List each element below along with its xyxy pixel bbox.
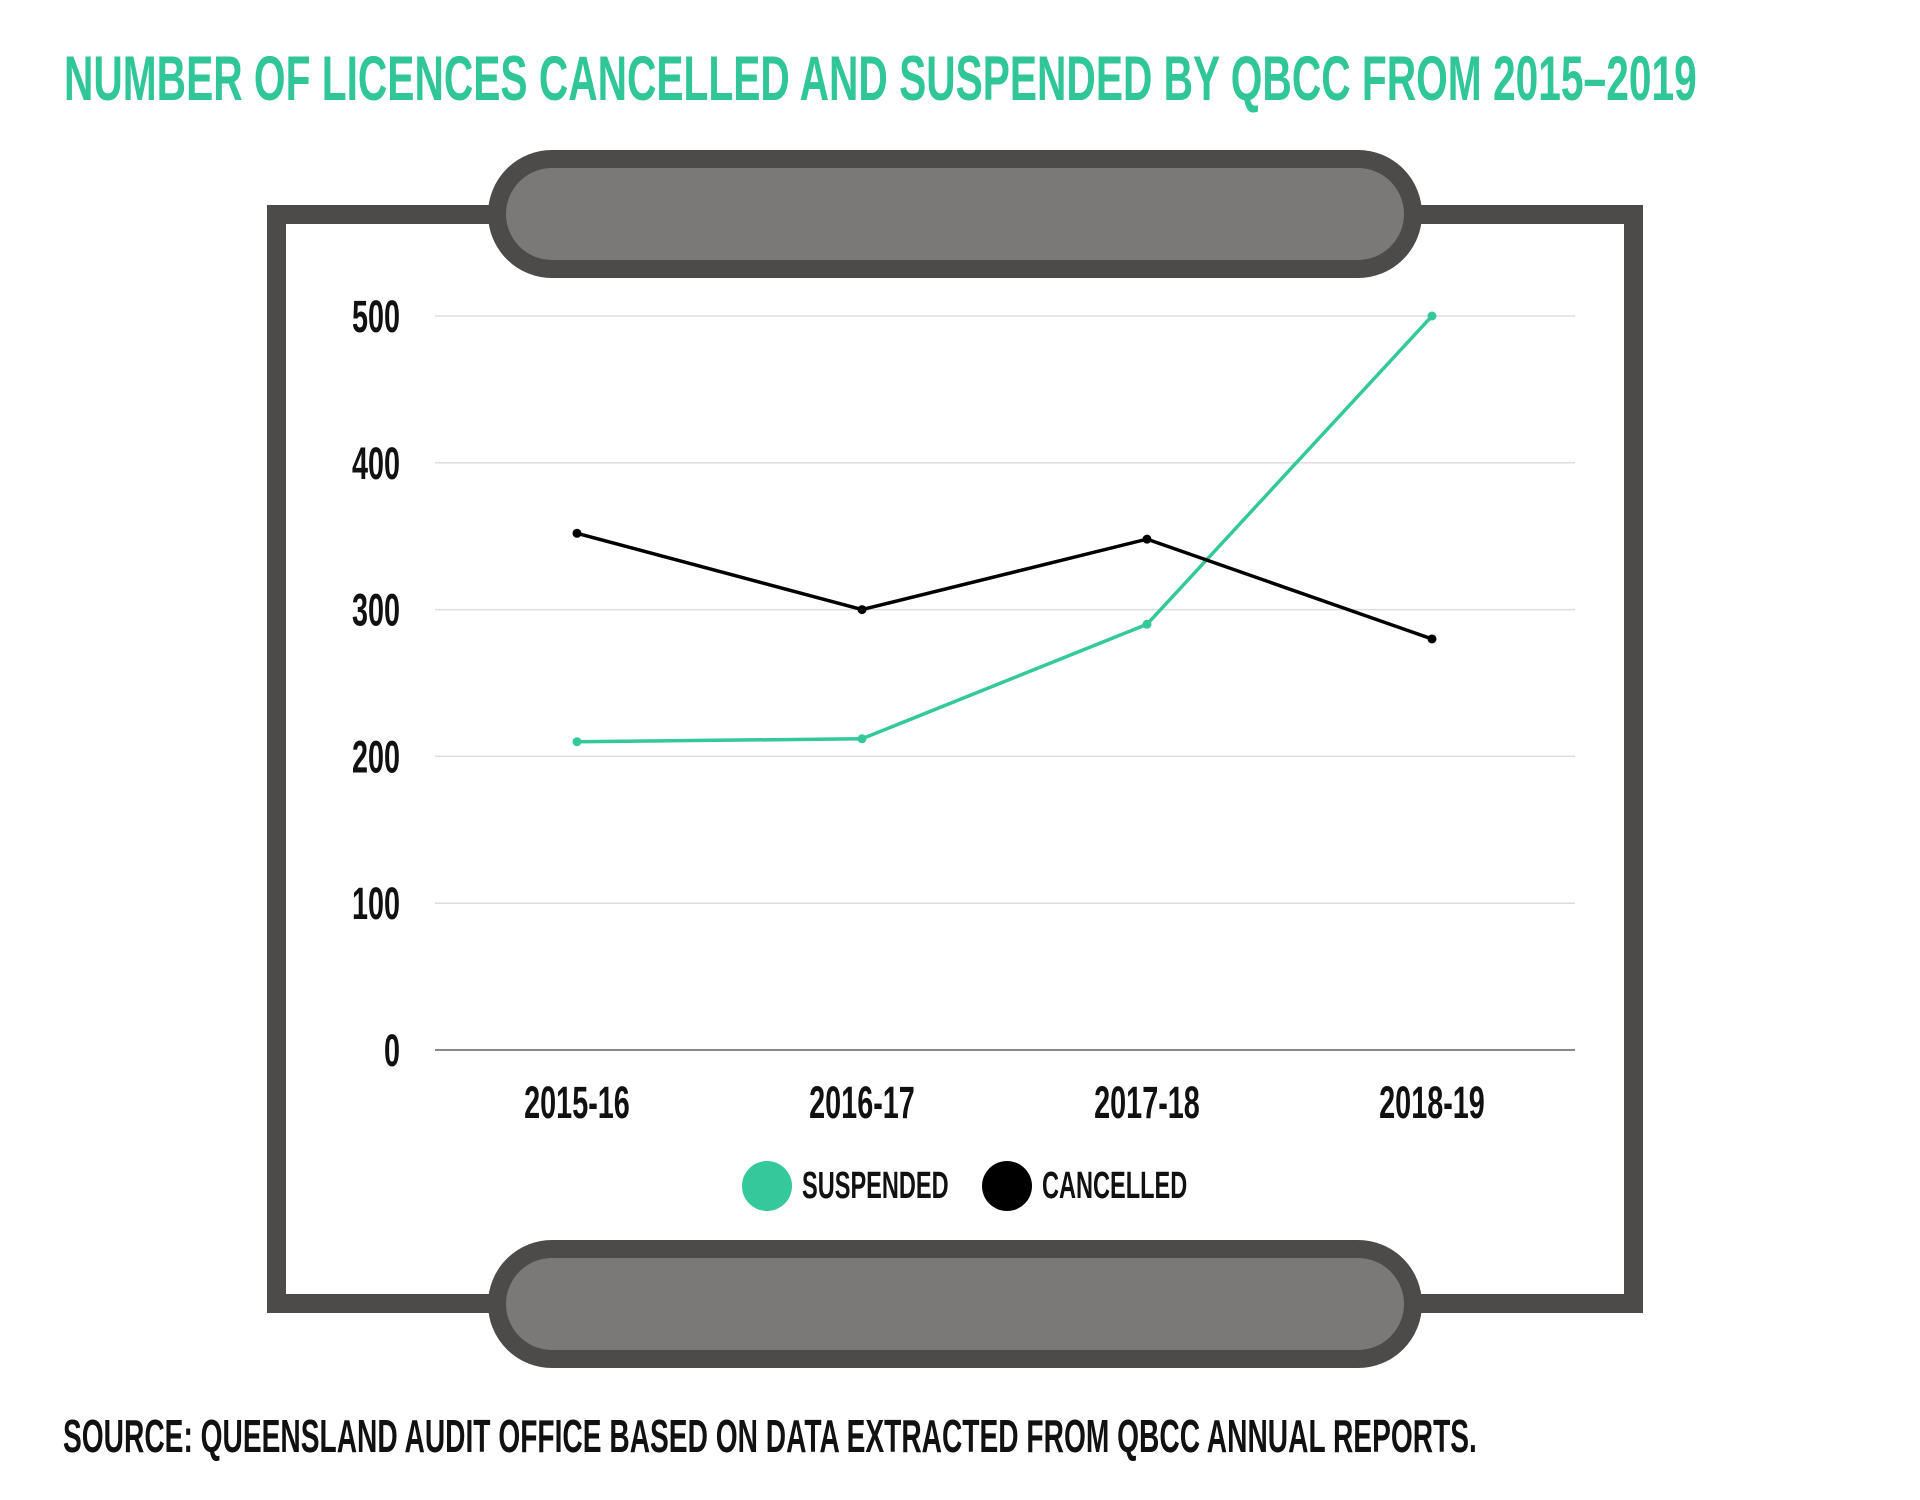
y-axis-ticks: 0 100 200 300 400 500 xyxy=(352,293,400,1077)
point-suspended xyxy=(1142,619,1152,629)
line-suspended xyxy=(576,314,1434,744)
series-cancelled xyxy=(572,528,1437,644)
point-cancelled xyxy=(1142,534,1152,544)
y-tick-label: 0 xyxy=(384,1027,400,1077)
point-cancelled xyxy=(572,528,582,538)
legend-item-suspended: SUSPENDED xyxy=(742,1161,952,1211)
line-cancelled xyxy=(576,531,1433,641)
frame-bottom-pill-decoration xyxy=(488,1240,1422,1368)
x-tick-label: 2016-17 xyxy=(809,1079,915,1129)
point-suspended xyxy=(857,734,867,744)
y-tick-label: 100 xyxy=(352,880,400,930)
y-tick-label: 300 xyxy=(352,586,400,636)
point-suspended xyxy=(572,737,582,747)
series-lines xyxy=(572,311,1437,747)
legend-item-cancelled: CANCELLED xyxy=(982,1161,1188,1211)
frame-top-pill-decoration xyxy=(488,150,1422,278)
point-cancelled xyxy=(857,605,867,615)
x-tick-label: 2015-16 xyxy=(524,1079,630,1129)
legend-swatch-suspended xyxy=(742,1161,792,1211)
y-tick-label: 400 xyxy=(352,439,400,489)
y-tick-label: 500 xyxy=(352,293,400,343)
gridlines xyxy=(435,315,1575,1051)
chart-title: NUMBER OF LICENCES CANCELLED AND SUSPEND… xyxy=(64,44,1697,114)
series-suspended xyxy=(572,311,1437,747)
y-tick-label: 200 xyxy=(352,733,400,783)
point-suspended xyxy=(1427,311,1437,321)
source-note: SOURCE: QUEENSLAND AUDIT OFFICE BASED ON… xyxy=(63,1410,1477,1462)
chart-frame xyxy=(267,205,1643,1313)
x-tick-label: 2017-18 xyxy=(1094,1079,1200,1129)
legend-swatch-cancelled xyxy=(982,1161,1032,1211)
x-axis-ticks: 2015-16 2016-17 2017-18 2018-19 xyxy=(524,1079,1485,1129)
point-cancelled xyxy=(1427,634,1437,644)
x-tick-label: 2018-19 xyxy=(1379,1079,1485,1129)
legend-label-cancelled: CANCELLED xyxy=(1042,1164,1188,1207)
legend: SUSPENDED CANCELLED xyxy=(742,1161,1212,1211)
legend-label-suspended: SUSPENDED xyxy=(802,1164,949,1207)
